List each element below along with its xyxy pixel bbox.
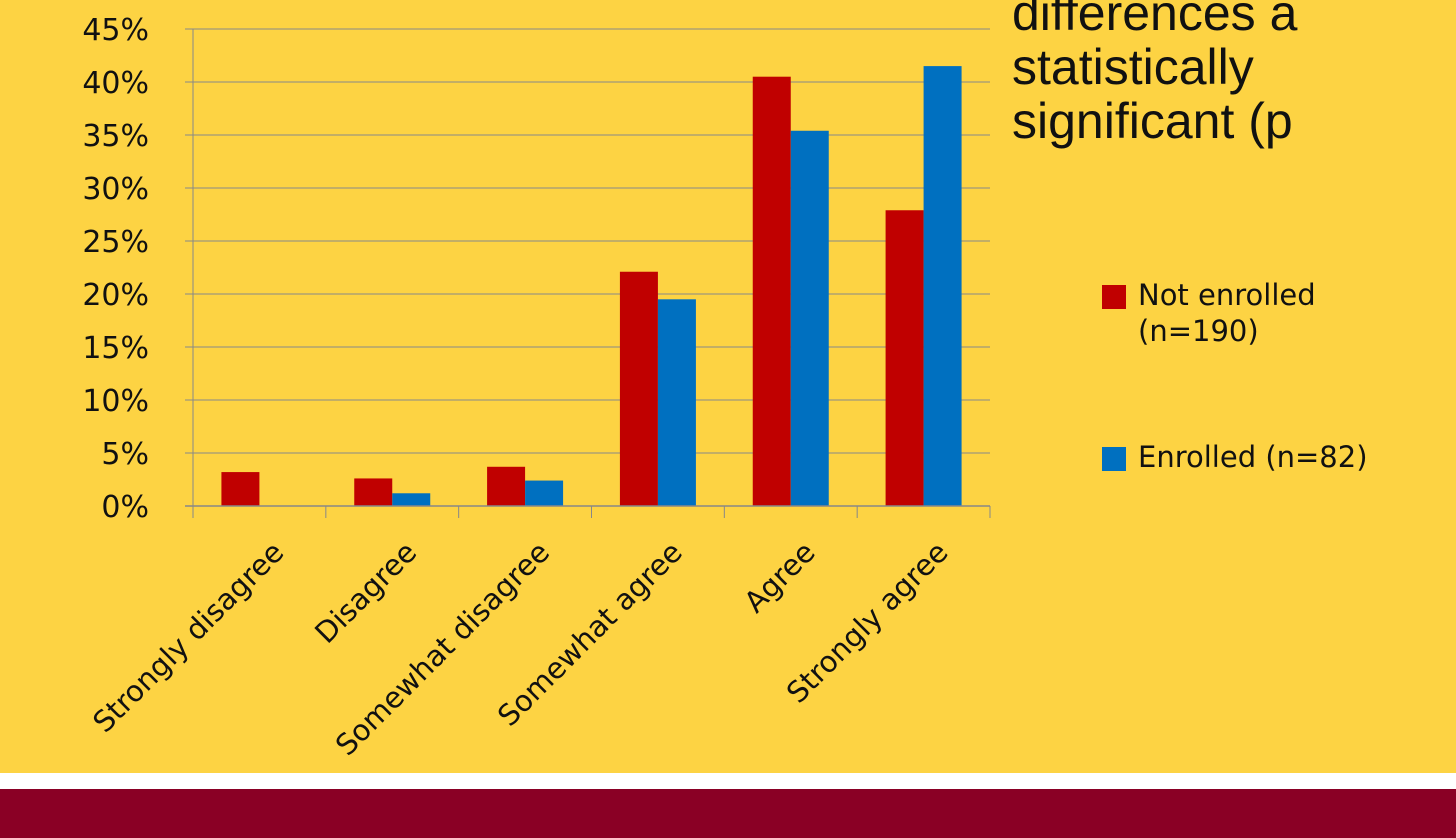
bar-enrolled [392, 493, 431, 506]
legend-label-not-enrolled-line1: Not enrolled [1138, 278, 1316, 312]
annotation-text: differences a statistically significant … [1012, 0, 1456, 148]
x-tick-label: Disagree [308, 535, 423, 650]
bar-enrolled [525, 480, 564, 506]
legend-label-enrolled: Enrolled (n=82) [1138, 440, 1368, 474]
y-tick-label: 30% [82, 172, 149, 207]
legend-swatch-not-enrolled [1102, 285, 1126, 309]
x-tick-label: Agree [737, 535, 821, 619]
bar-enrolled [923, 66, 962, 506]
bar-not-enrolled [885, 210, 924, 506]
bar-not-enrolled [221, 472, 260, 506]
x-tick-label: Strongly disagree [86, 535, 290, 739]
y-tick-label: 40% [82, 66, 149, 101]
bar-enrolled [657, 299, 696, 506]
bar-not-enrolled [487, 466, 526, 506]
bars [221, 66, 962, 506]
y-tick-label: 35% [82, 119, 149, 154]
gridlines [193, 28, 990, 454]
y-tick-label: 10% [82, 384, 149, 419]
bar-enrolled [790, 130, 829, 506]
annotation-line-1: differences a [1012, 0, 1298, 41]
bar-not-enrolled [619, 271, 658, 506]
y-tick-label: 15% [82, 331, 149, 366]
legend-swatch-enrolled [1102, 447, 1126, 471]
bar-not-enrolled [752, 76, 791, 506]
y-tick-label: 25% [82, 225, 149, 260]
axes [185, 28, 991, 518]
y-tick-label: 20% [82, 278, 149, 313]
y-tick-label: 0% [101, 490, 149, 525]
annotation-line-2: statistically [1012, 39, 1254, 95]
footer-bar [0, 789, 1456, 838]
legend-item-not-enrolled: Not enrolled (n=190) [1138, 277, 1316, 349]
y-tick-label: 5% [101, 437, 149, 472]
legend-item-enrolled: Enrolled (n=82) [1138, 439, 1368, 475]
bar-not-enrolled [354, 478, 393, 506]
annotation-line-3: significant (p [1012, 93, 1293, 149]
x-tick-label: Somewhat disagree [329, 535, 556, 762]
legend-label-not-enrolled-line2: (n=190) [1138, 314, 1259, 348]
footer-stripe [0, 773, 1456, 789]
y-tick-label: 45% [82, 13, 149, 48]
